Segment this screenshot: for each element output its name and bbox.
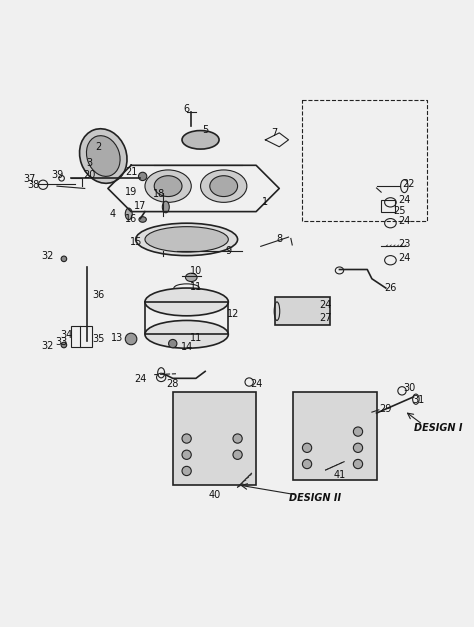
Text: 17: 17 <box>134 201 146 211</box>
Ellipse shape <box>354 460 363 468</box>
Text: 24: 24 <box>398 253 410 263</box>
Ellipse shape <box>185 273 197 282</box>
Text: 20: 20 <box>83 169 96 179</box>
Text: 8: 8 <box>276 234 283 245</box>
Text: 25: 25 <box>393 206 406 216</box>
Text: 21: 21 <box>125 167 137 177</box>
Ellipse shape <box>138 172 147 181</box>
Text: DESIGN II: DESIGN II <box>289 493 341 503</box>
Ellipse shape <box>162 201 169 213</box>
Text: 24: 24 <box>398 195 410 205</box>
Ellipse shape <box>233 434 242 443</box>
Text: 9: 9 <box>225 246 231 256</box>
Text: 35: 35 <box>92 334 105 344</box>
Ellipse shape <box>139 217 146 222</box>
Text: 6: 6 <box>183 104 190 113</box>
Text: 32: 32 <box>42 251 54 261</box>
Text: 5: 5 <box>202 125 208 135</box>
Ellipse shape <box>182 466 191 476</box>
Bar <box>381 200 395 211</box>
Text: 13: 13 <box>111 333 123 343</box>
Ellipse shape <box>182 450 191 460</box>
Ellipse shape <box>354 427 363 436</box>
Text: 24: 24 <box>319 300 332 310</box>
Ellipse shape <box>169 339 177 348</box>
Text: 18: 18 <box>153 189 165 199</box>
Bar <box>173 393 256 485</box>
Ellipse shape <box>61 256 67 261</box>
Text: 34: 34 <box>60 330 73 340</box>
Bar <box>71 326 91 347</box>
Text: 31: 31 <box>412 394 424 404</box>
Text: 32: 32 <box>42 341 54 351</box>
Text: 2: 2 <box>96 142 102 152</box>
Text: 36: 36 <box>92 290 105 300</box>
Text: 38: 38 <box>27 180 40 190</box>
Text: 11: 11 <box>190 332 202 342</box>
Text: 11: 11 <box>190 282 202 292</box>
Bar <box>293 393 376 480</box>
Ellipse shape <box>145 320 228 348</box>
Text: 24: 24 <box>250 379 262 389</box>
Ellipse shape <box>210 176 237 196</box>
Text: DESIGN I: DESIGN I <box>414 423 462 433</box>
Text: 40: 40 <box>208 490 220 500</box>
Ellipse shape <box>86 135 120 176</box>
Ellipse shape <box>182 434 191 443</box>
Ellipse shape <box>302 443 312 453</box>
Text: 12: 12 <box>227 309 239 319</box>
Ellipse shape <box>145 227 228 252</box>
Text: 28: 28 <box>166 379 179 389</box>
Ellipse shape <box>201 170 247 203</box>
Text: 24: 24 <box>134 374 146 384</box>
Text: 23: 23 <box>398 239 410 249</box>
Text: 7: 7 <box>272 129 278 139</box>
Text: 39: 39 <box>51 169 63 179</box>
Ellipse shape <box>302 460 312 468</box>
Ellipse shape <box>354 443 363 453</box>
Ellipse shape <box>154 176 182 196</box>
Text: 14: 14 <box>181 342 193 352</box>
Ellipse shape <box>125 208 132 219</box>
Text: 22: 22 <box>403 179 415 189</box>
Text: 3: 3 <box>86 159 92 169</box>
Ellipse shape <box>125 333 137 345</box>
Text: 16: 16 <box>125 214 137 224</box>
Text: 41: 41 <box>333 470 346 480</box>
Ellipse shape <box>61 342 67 348</box>
Text: 15: 15 <box>129 237 142 247</box>
Text: 37: 37 <box>23 174 36 184</box>
Ellipse shape <box>145 288 228 316</box>
Bar <box>274 297 330 325</box>
Ellipse shape <box>136 223 237 256</box>
Text: 33: 33 <box>55 337 68 347</box>
Ellipse shape <box>145 170 191 203</box>
Text: 10: 10 <box>190 266 202 277</box>
Text: 24: 24 <box>398 216 410 226</box>
Text: 26: 26 <box>384 283 397 293</box>
Text: 19: 19 <box>125 187 137 197</box>
Text: 29: 29 <box>380 404 392 414</box>
Ellipse shape <box>80 129 127 183</box>
Text: 27: 27 <box>319 313 332 323</box>
Text: 4: 4 <box>109 209 116 219</box>
Ellipse shape <box>233 450 242 460</box>
Ellipse shape <box>182 130 219 149</box>
Text: 30: 30 <box>403 383 415 393</box>
Text: 1: 1 <box>262 198 268 208</box>
